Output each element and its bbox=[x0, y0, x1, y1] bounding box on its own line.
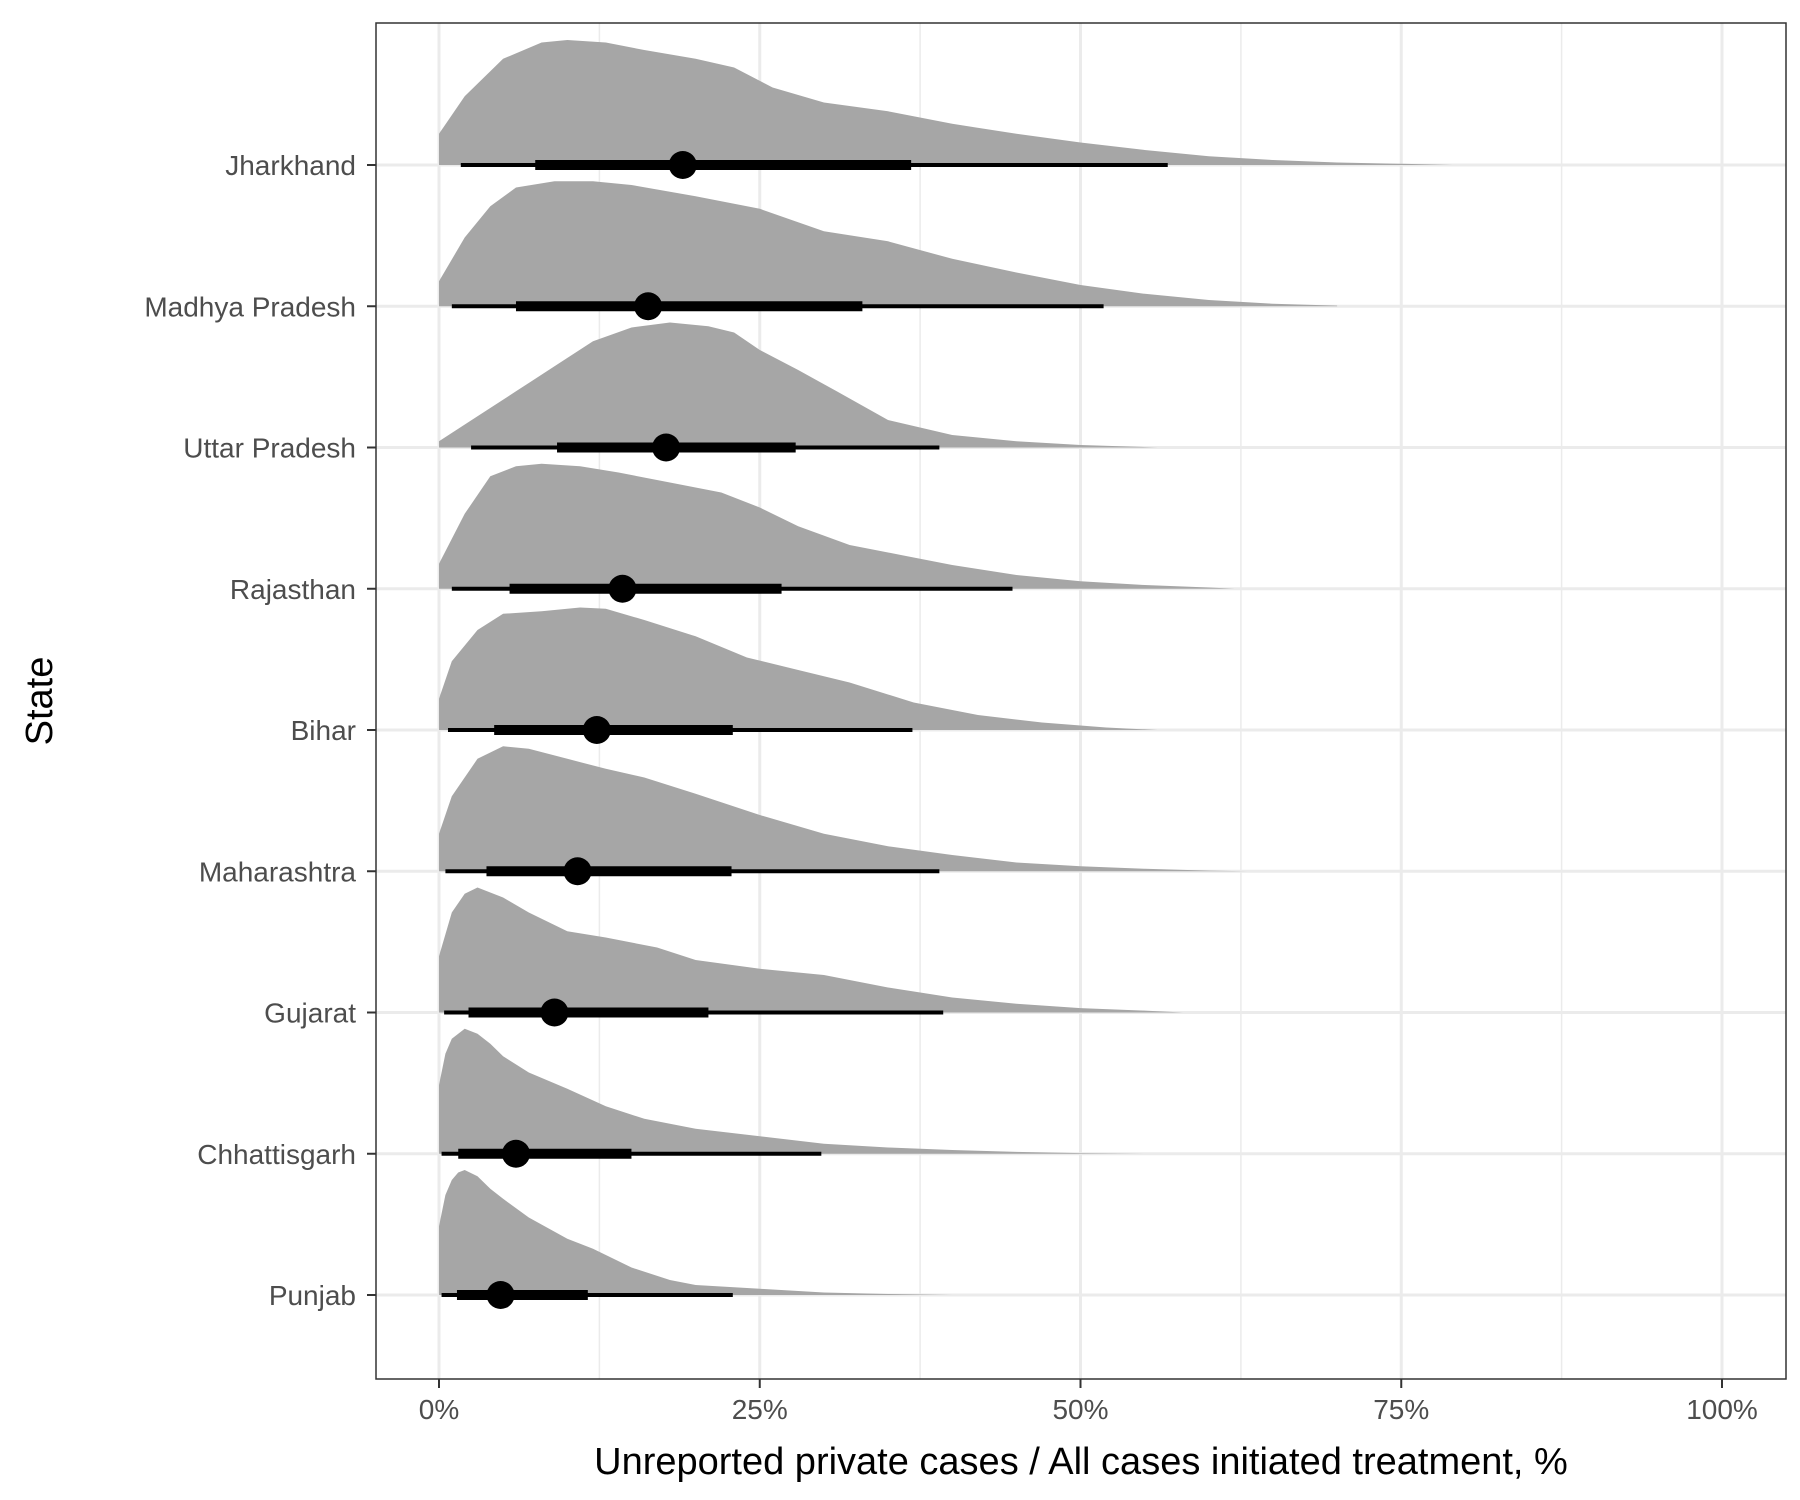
x-tick-label: 50% bbox=[1052, 1394, 1108, 1425]
point-estimate bbox=[652, 433, 681, 462]
point-estimate bbox=[668, 151, 697, 179]
density-slab bbox=[439, 607, 1158, 730]
density-slab bbox=[439, 887, 1184, 1013]
point-estimate bbox=[486, 1281, 515, 1309]
y-axis-title: State bbox=[19, 657, 61, 746]
density-slab bbox=[439, 1170, 953, 1295]
x-tick-label: 0% bbox=[419, 1394, 459, 1425]
density-slab bbox=[439, 322, 1158, 448]
interval-layer bbox=[441, 151, 1168, 1309]
y-tick-label: Bihar bbox=[291, 715, 356, 746]
point-estimate bbox=[582, 716, 611, 744]
y-tick-label: Gujarat bbox=[264, 998, 356, 1029]
point-estimate bbox=[634, 292, 663, 321]
y-tick-label: Chhattisgarh bbox=[197, 1139, 356, 1170]
y-tick-label: Uttar Pradesh bbox=[183, 433, 356, 464]
density-slab bbox=[439, 463, 1235, 589]
y-tick-label: Jharkhand bbox=[225, 150, 356, 181]
x-axis-title: Unreported private cases / All cases ini… bbox=[594, 1441, 1568, 1483]
x-tick-label: 25% bbox=[732, 1394, 788, 1425]
density-layer bbox=[439, 40, 1453, 1295]
y-tick-label: Punjab bbox=[269, 1280, 356, 1311]
density-slab bbox=[439, 746, 1248, 872]
density-slab bbox=[439, 181, 1338, 307]
x-tick-label: 75% bbox=[1373, 1394, 1429, 1425]
point-estimate bbox=[563, 857, 592, 886]
density-slab bbox=[439, 40, 1453, 165]
axis-layer: 0% 25% 50% 75% 100% Jharkhand Madhya Pradesh Ut… bbox=[144, 150, 1758, 1425]
x-tick-label: 100% bbox=[1686, 1394, 1758, 1425]
point-estimate bbox=[608, 574, 637, 603]
point-estimate bbox=[501, 1139, 530, 1168]
y-tick-label: Rajasthan bbox=[230, 574, 356, 605]
point-estimate bbox=[540, 998, 569, 1027]
y-tick-label: Maharashtra bbox=[199, 856, 357, 887]
y-tick-label: Madhya Pradesh bbox=[144, 291, 356, 322]
density-slab bbox=[439, 1028, 1145, 1154]
